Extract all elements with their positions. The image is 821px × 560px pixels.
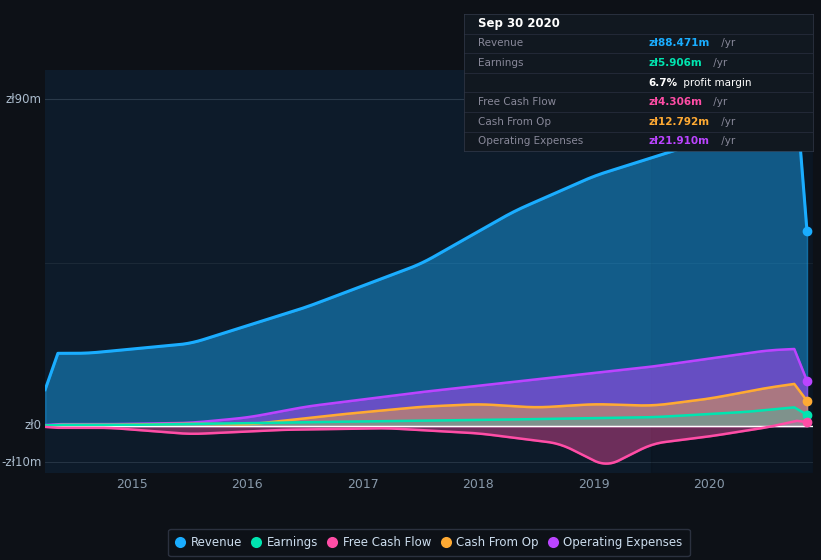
Legend: Revenue, Earnings, Free Cash Flow, Cash From Op, Operating Expenses: Revenue, Earnings, Free Cash Flow, Cash … [168,529,690,556]
Text: zł5.906m: zł5.906m [649,58,703,68]
Text: zł90m: zł90m [5,92,41,105]
Text: zł88.471m: zł88.471m [649,39,710,48]
Text: Sep 30 2020: Sep 30 2020 [478,17,560,30]
Text: Earnings: Earnings [478,58,523,68]
Text: zł21.910m: zł21.910m [649,137,710,146]
Text: Free Cash Flow: Free Cash Flow [478,97,556,107]
Text: 6.7%: 6.7% [649,78,678,87]
Text: /yr: /yr [718,39,735,48]
Text: /yr: /yr [710,58,727,68]
Text: zł4.306m: zł4.306m [649,97,703,107]
Text: profit margin: profit margin [680,78,752,87]
Text: Revenue: Revenue [478,39,523,48]
Text: zł12.792m: zł12.792m [649,117,710,127]
Text: zł0: zł0 [25,419,41,432]
Text: /yr: /yr [718,137,735,146]
Text: /yr: /yr [718,117,735,127]
Text: -zł10m: -zł10m [1,456,41,469]
Text: Cash From Op: Cash From Op [478,117,551,127]
Bar [651,70,813,473]
Text: /yr: /yr [710,97,727,107]
Text: Operating Expenses: Operating Expenses [478,137,583,146]
